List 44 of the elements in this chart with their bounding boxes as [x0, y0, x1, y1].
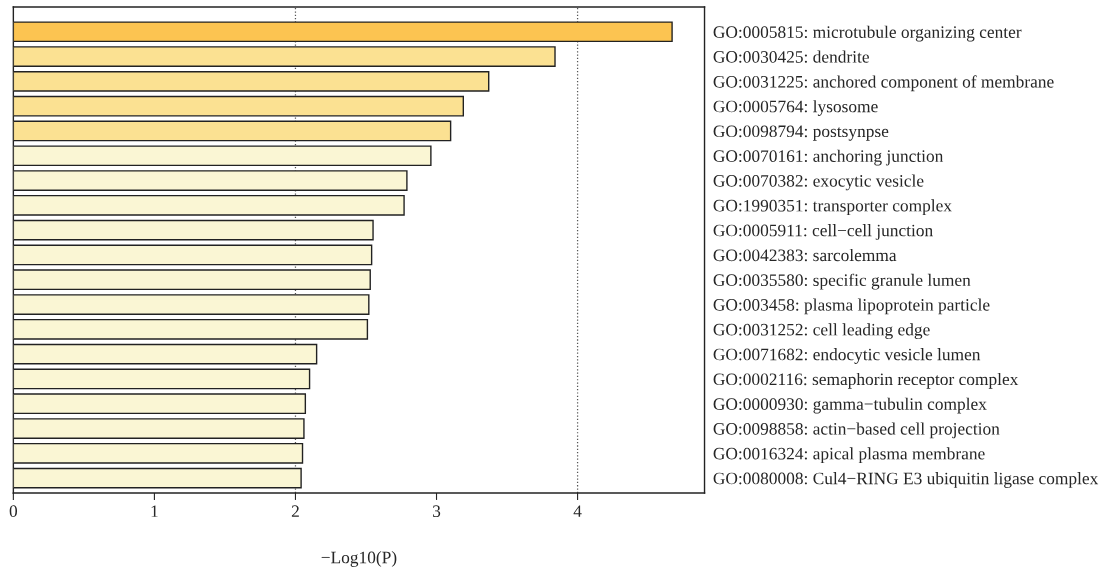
y-tick-label: GO:0035580: specific granule lumen — [713, 273, 971, 290]
bar — [13, 244, 373, 266]
bar — [13, 194, 405, 216]
bar — [13, 343, 318, 365]
bar — [13, 170, 408, 191]
y-tick-label: GO:0005815: microtubule organizing center — [713, 25, 1022, 42]
y-tick-label: GO:0016324: apical plasma membrane — [713, 447, 985, 464]
y-tick-label: GO:0098858: actin−based cell projection — [713, 422, 1000, 439]
y-tick-label: GO:0042383: sarcolemma — [713, 248, 897, 262]
x-tick-label: 0 — [9, 505, 18, 518]
bar — [13, 46, 556, 67]
y-tick-label: GO:1990351: transporter complex — [713, 199, 952, 216]
bar — [13, 294, 370, 315]
y-tick-label: GO:0000930: gamma−tubulin complex — [713, 397, 987, 414]
bar — [13, 120, 452, 142]
y-tick-label: GO:0005764: lysosome — [713, 100, 878, 116]
x-tick-label: 3 — [433, 505, 441, 518]
y-tick-label: GO:0070161: anchoring junction — [713, 149, 944, 166]
y-tick-label: GO:0005911: cell−cell junction — [713, 224, 933, 240]
bar — [13, 21, 673, 43]
y-tick-label: GO:003458: plasma lipoprotein particle — [713, 298, 990, 315]
bar — [13, 442, 304, 464]
bar — [13, 269, 371, 291]
y-tick-label: GO:0030425: dendrite — [713, 50, 869, 63]
y-tick-label: GO:0080008: Cul4−RING E3 ubiquitin ligase complex — [713, 472, 1099, 488]
x-tick-label: 2 — [291, 505, 299, 517]
bar — [13, 393, 307, 415]
x-tick-label: 4 — [573, 505, 582, 517]
x-tick-label: 1 — [151, 505, 158, 517]
y-tick-label: GO:0002116: semaphorin receptor complex — [713, 372, 1019, 389]
y-tick-label: GO:0070382: exocytic vesicle — [713, 174, 924, 191]
bar — [13, 219, 374, 241]
bar — [13, 368, 311, 390]
y-tick-label: GO:0031252: cell leading edge — [713, 323, 930, 340]
y-tick-label: GO:0071682: endocytic vesicle lumen — [713, 348, 981, 364]
bar — [13, 467, 302, 489]
bar — [13, 418, 305, 439]
y-tick-label: GO:0098794: postsynpse — [713, 125, 889, 141]
bar — [13, 95, 465, 117]
bar — [13, 318, 369, 340]
bar — [13, 70, 490, 92]
y-tick-label: GO:0031225: anchored component of membrane — [713, 75, 1054, 92]
bar — [13, 145, 432, 167]
x-axis-title: −Log10(P) — [321, 551, 397, 567]
